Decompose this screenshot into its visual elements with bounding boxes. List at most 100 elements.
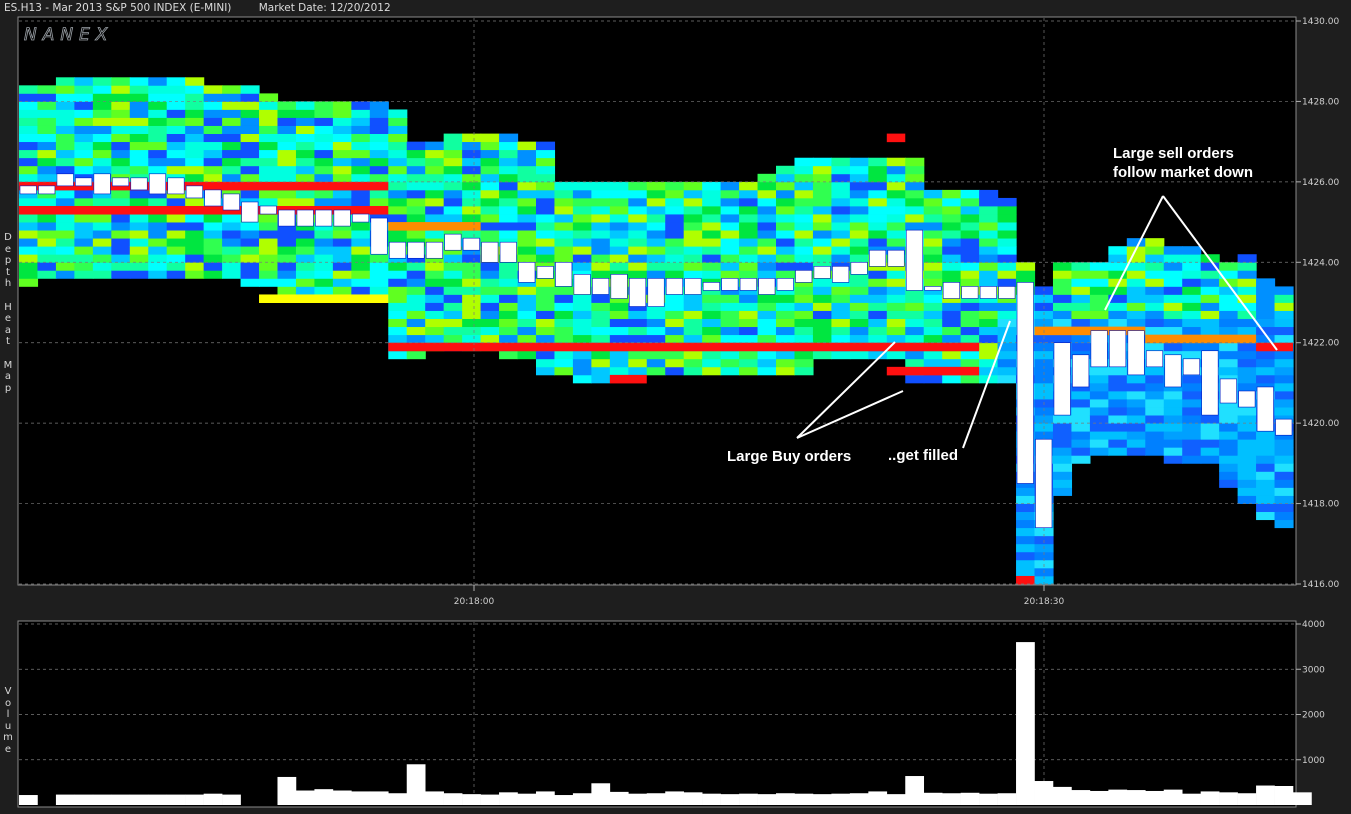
heat-cell (868, 294, 888, 303)
heat-cell (222, 246, 242, 255)
heat-cell (19, 149, 39, 159)
heat-cell (1256, 439, 1276, 448)
price-bar (185, 185, 203, 199)
heat-cell (886, 214, 906, 223)
heat-cell (314, 125, 334, 134)
heat-cell (1089, 447, 1109, 456)
heat-cell (1108, 390, 1128, 400)
price-bar (869, 249, 887, 267)
heat-cell (1163, 390, 1183, 400)
heat-cell (1274, 350, 1294, 360)
heat-cell (683, 294, 703, 303)
heat-cell (1219, 455, 1239, 464)
price-bar (1145, 350, 1164, 368)
heat-cell (702, 294, 722, 303)
heat-cell (572, 205, 592, 215)
heat-cell (425, 310, 445, 319)
heat-cell (148, 238, 168, 247)
heat-cell (240, 133, 260, 143)
heat-cell (942, 197, 962, 207)
price-bar (979, 286, 997, 299)
heat-cell (812, 197, 832, 207)
heat-cell (1274, 310, 1294, 319)
price-bar (924, 286, 942, 291)
heat-cell (572, 366, 592, 376)
heat-cell (1274, 519, 1294, 529)
heat-cell (443, 326, 463, 336)
volume-bar (812, 794, 832, 805)
heat-cell (591, 254, 611, 263)
heat-cell (369, 165, 389, 175)
heat-cell (443, 302, 463, 311)
heat-cell (259, 246, 279, 255)
heat-cell (812, 165, 832, 175)
heat-cell (148, 133, 168, 143)
heat-cell (92, 165, 112, 175)
heat-cell (535, 286, 556, 295)
volume-bar (831, 793, 851, 805)
heat-cell (609, 254, 629, 263)
heat-cell (480, 326, 500, 336)
heat-cell (92, 133, 112, 143)
symbol-label: ES.H13 - Mar 2013 S&P 500 INDEX (E-MINI) (4, 2, 232, 14)
heat-cell (720, 310, 740, 319)
heat-cell (1163, 455, 1183, 464)
heat-cell (905, 310, 925, 319)
heat-cell (443, 189, 463, 199)
heat-cell (203, 101, 223, 110)
heat-cell (1016, 543, 1036, 553)
heat-cell (1071, 431, 1091, 440)
price-bar (499, 241, 517, 263)
heat-cell (942, 334, 962, 344)
heat-cell (240, 230, 260, 239)
heat-cell (646, 181, 666, 191)
heat-cell (148, 254, 168, 263)
volume-bar (646, 793, 666, 805)
heat-cell (425, 141, 445, 151)
heat-cell (314, 254, 334, 263)
heat-cell (1145, 246, 1165, 255)
heat-cell (240, 101, 260, 110)
heat-cell (979, 366, 999, 376)
heat-cell (277, 189, 297, 199)
heat-cell (406, 310, 426, 319)
heat-cell (351, 149, 371, 159)
heat-cell (1108, 423, 1128, 432)
heat-cell (1237, 447, 1257, 456)
heat-cell (739, 197, 759, 207)
volume-bar (1219, 792, 1238, 805)
heat-cell (74, 189, 94, 199)
heat-cell (332, 133, 352, 143)
heat-cell (997, 246, 1017, 255)
heat-cell (1200, 286, 1220, 295)
heat-cell (19, 278, 39, 287)
volume-bar (1182, 793, 1201, 805)
heat-cell (868, 205, 888, 215)
heat-cell (129, 214, 149, 223)
heat-cell (314, 270, 334, 279)
heat-cell (443, 334, 463, 344)
heat-cell (499, 318, 519, 328)
heat-cell (1256, 374, 1276, 384)
heat-cell (55, 149, 75, 159)
volume-bar (868, 791, 888, 805)
heat-cell (517, 141, 537, 151)
heat-cell (905, 214, 925, 223)
heat-cell (794, 230, 814, 239)
heat-cell (166, 246, 186, 255)
volume-bar (554, 795, 574, 805)
heat-cell (203, 117, 223, 126)
heat-cell (314, 262, 334, 271)
heat-cell (831, 205, 851, 215)
price-bar (628, 278, 647, 307)
heat-cell (351, 238, 371, 247)
heat-cell (203, 246, 223, 255)
heat-cell (794, 157, 814, 167)
heat-cell (1237, 415, 1257, 424)
heat-cell (591, 334, 611, 344)
heat-cell (554, 318, 574, 328)
heat-cell (776, 246, 796, 255)
heat-cell (812, 189, 832, 199)
heat-cell (1274, 334, 1294, 344)
